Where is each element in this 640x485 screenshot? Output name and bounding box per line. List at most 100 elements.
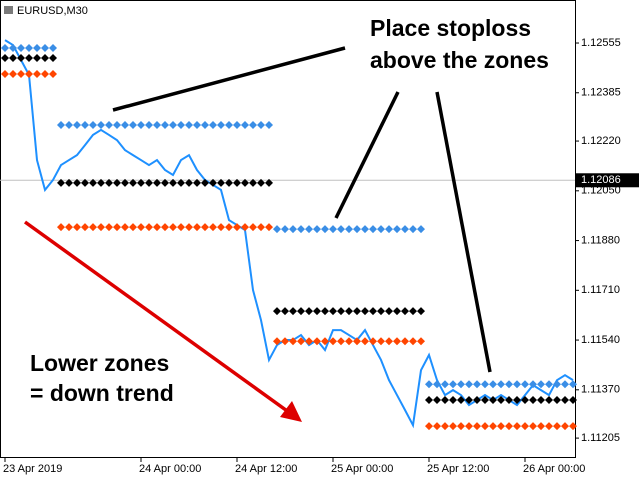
zone-marker: [281, 337, 289, 346]
zone-marker: [17, 43, 25, 52]
plot-frame: [0, 0, 576, 458]
zone-marker: [105, 223, 113, 232]
zone-marker: [561, 396, 569, 405]
zone-marker: [233, 223, 241, 232]
zone-marker: [17, 53, 25, 62]
zone-marker: [33, 43, 41, 52]
zone-marker: [441, 422, 449, 431]
zone-marker: [145, 178, 153, 187]
zone-marker: [345, 337, 353, 346]
zone-marker: [441, 380, 449, 389]
zone-marker: [489, 396, 497, 405]
zone-marker: [353, 307, 361, 316]
zone-marker: [49, 53, 57, 62]
zone-marker: [409, 337, 417, 346]
zone-marker: [385, 337, 393, 346]
zone-marker: [177, 178, 185, 187]
zone-marker: [561, 422, 569, 431]
zone-marker: [409, 307, 417, 316]
zone-marker: [129, 120, 137, 129]
zone-marker: [425, 422, 433, 431]
zone-marker: [137, 178, 145, 187]
zone-marker: [241, 223, 249, 232]
zone-marker: [377, 337, 385, 346]
zone-marker: [73, 178, 81, 187]
zone-marker: [209, 178, 217, 187]
y-tick-label: 1.11540: [581, 334, 620, 346]
zone-marker: [505, 422, 513, 431]
zone-marker: [369, 337, 377, 346]
x-tick-label: 23 Apr 2019: [3, 463, 62, 475]
title-icon: [4, 6, 13, 14]
zone-marker: [553, 422, 561, 431]
zone-marker: [545, 422, 553, 431]
zone-marker: [25, 43, 33, 52]
zone-marker: [193, 223, 201, 232]
zone-marker: [57, 223, 65, 232]
zone-marker: [273, 225, 281, 234]
zone-marker: [41, 70, 49, 79]
zone-marker: [473, 380, 481, 389]
zone-marker: [1, 70, 9, 79]
zone-marker: [113, 120, 121, 129]
zone-marker: [161, 178, 169, 187]
zone-marker: [377, 225, 385, 234]
zone-marker: [505, 396, 513, 405]
x-tick-label: 25 Apr 00:00: [331, 463, 393, 475]
zone-marker: [265, 120, 273, 129]
zone-marker: [17, 70, 25, 79]
zone-marker: [193, 178, 201, 187]
zone-marker: [449, 422, 457, 431]
zone-marker: [265, 178, 273, 187]
zone-marker: [401, 337, 409, 346]
zone-marker: [289, 307, 297, 316]
zone-marker: [217, 223, 225, 232]
zone-marker: [145, 223, 153, 232]
zone-marker: [1, 43, 9, 52]
zone-marker: [417, 225, 425, 234]
zone-marker: [89, 178, 97, 187]
pointer-line: [112, 46, 346, 112]
plot-area: [0, 39, 577, 431]
zone-marker: [497, 396, 505, 405]
zone-marker: [89, 120, 97, 129]
zone-marker: [305, 307, 313, 316]
zone-marker: [217, 120, 225, 129]
zone-marker: [321, 337, 329, 346]
zone-marker: [209, 120, 217, 129]
zone-marker: [345, 225, 353, 234]
zone-marker: [145, 120, 153, 129]
zone-marker: [329, 225, 337, 234]
zone-marker: [433, 380, 441, 389]
zone-marker: [49, 43, 57, 52]
zone-marker: [425, 396, 433, 405]
zone-marker: [249, 178, 257, 187]
zone-marker: [393, 337, 401, 346]
zone-marker: [201, 178, 209, 187]
annotation-text: above the zones: [370, 47, 549, 73]
zone-marker: [553, 380, 561, 389]
zone-marker: [361, 307, 369, 316]
zone-marker: [361, 337, 369, 346]
trend-arrow-head: [280, 401, 302, 422]
zone-marker: [25, 70, 33, 79]
zone-marker: [353, 337, 361, 346]
zone-marker: [457, 422, 465, 431]
zone-marker: [545, 380, 553, 389]
zone-marker: [113, 223, 121, 232]
zone-marker: [33, 53, 41, 62]
zone-marker: [41, 43, 49, 52]
x-tick-label: 24 Apr 12:00: [235, 463, 297, 475]
zone-marker: [169, 120, 177, 129]
zone-marker: [153, 223, 161, 232]
x-tick-label: 25 Apr 12:00: [427, 463, 489, 475]
zone-marker: [401, 307, 409, 316]
zone-marker: [81, 223, 89, 232]
zone-marker: [457, 380, 465, 389]
zone-marker: [9, 43, 17, 52]
pointer-line: [334, 91, 400, 219]
zone-marker: [313, 337, 321, 346]
zone-marker: [161, 223, 169, 232]
zone-marker: [329, 337, 337, 346]
